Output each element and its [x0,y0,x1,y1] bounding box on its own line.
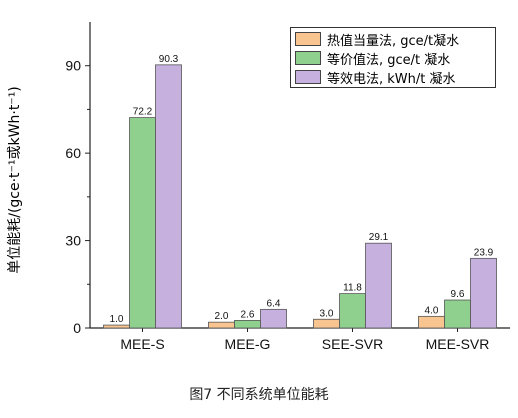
legend-item-series-1: 热值当量法, gce/t凝水 [295,30,460,49]
y-tick-label: 0 [73,320,81,336]
bar [260,308,287,329]
legend-label-series-2: 等价值法, gce/t 凝水 [327,52,451,68]
data-labels: 1.0 72.2 90.3 2.0 2.6 6.4 3.0 11.8 29.1 4.0 9.6 23.… [110,54,494,325]
y-tick-label: 60 [65,145,81,161]
bar [418,315,445,329]
figure-caption: 图7 不同系统单位能耗 [189,387,329,403]
tick-labels: 0 30 60 90 MEE-S MEE-G SEE-SVR MEE-SVR [65,58,489,352]
data-label: 4.0 [425,305,439,316]
data-label: 29.1 [369,232,389,243]
y-tick-label: 30 [65,233,81,249]
legend-label-series-1: 热值当量法, gce/t凝水 [327,33,460,49]
bar [129,117,156,329]
legend-swatch-series-2 [295,51,321,65]
legend: 热值当量法, gce/t凝水 等价值法, gce/t 凝水 等效电法, kWh/… [290,27,496,88]
data-label: 72.2 [133,107,153,118]
legend-item-series-3: 等效电法, kWh/t 凝水 [295,68,456,87]
data-label: 6.4 [267,298,281,309]
data-label: 3.0 [320,308,334,319]
bar [470,257,497,329]
legend-swatch-series-3 [295,70,321,84]
legend-swatch-series-1 [295,32,321,46]
bar [339,293,366,329]
data-label: 1.0 [110,314,124,325]
data-label: 90.3 [159,54,179,65]
x-tick-label: MEE-SVR [426,336,490,352]
y-axis-label: 单位能耗/(gce·t⁻¹或kWh·t⁻¹) [7,86,23,274]
bar [103,324,130,329]
bar [313,318,340,329]
data-label: 2.0 [215,311,229,322]
x-tick-label: SEE-SVR [322,336,383,352]
bar [208,321,235,329]
y-tick-label: 90 [65,58,81,74]
bars [103,64,497,329]
x-tick-label: MEE-G [225,336,271,352]
bar [444,299,471,329]
data-label: 9.6 [451,289,465,300]
data-label: 11.8 [343,283,362,294]
data-label: 2.6 [241,309,255,320]
bar [234,320,261,329]
legend-item-series-2: 等价值法, gce/t 凝水 [295,49,451,68]
bar [365,242,392,329]
x-tick-label: MEE-S [120,336,164,352]
bar [155,64,182,329]
legend-label-series-3: 等效电法, kWh/t 凝水 [327,71,456,87]
data-label: 23.9 [474,247,494,258]
